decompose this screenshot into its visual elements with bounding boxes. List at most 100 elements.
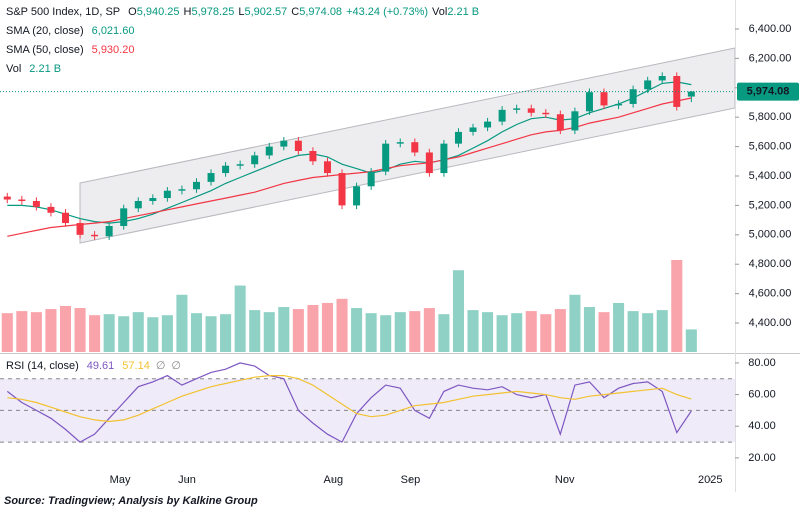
y-tick-label: 6,200.00 — [749, 52, 792, 64]
vol-key: Vol — [432, 6, 447, 18]
last-price-label: 5,974.08 — [747, 85, 790, 97]
candle-body — [47, 206, 55, 213]
volume-bar — [496, 315, 508, 352]
volume-bar — [103, 314, 115, 352]
y-tick-label: 5,400.00 — [749, 170, 792, 182]
volume-bar — [598, 312, 610, 352]
candle-body — [440, 143, 448, 174]
candle-body — [120, 208, 128, 226]
ohlc-key: C — [291, 6, 299, 18]
vol-value: 2.21 B — [29, 63, 61, 75]
volume-bar — [118, 316, 130, 352]
candle-body — [585, 92, 593, 112]
indicator-name: SMA (20, close) — [6, 25, 84, 37]
indicator-legend: SMA (20, close) 6,021.60 — [6, 25, 134, 37]
candle-body — [3, 196, 11, 200]
rsi-legend: RSI (14, close) 49.61 57.14 ∅ ∅ — [6, 360, 181, 372]
candle-body — [76, 223, 84, 235]
candle-body — [454, 131, 462, 144]
volume-bar — [234, 285, 246, 352]
candle-body — [542, 112, 550, 115]
volume-bar — [45, 309, 57, 352]
rsi-value: 57.14 — [122, 360, 150, 372]
vol-key: Vol — [6, 63, 21, 75]
candle-body — [469, 127, 477, 132]
ohlc-key: H — [184, 6, 192, 18]
volume-bar — [613, 302, 625, 352]
volume-bar — [30, 312, 42, 352]
volume-bar — [452, 270, 464, 352]
rsi-line — [7, 375, 692, 423]
volume-bar — [467, 310, 479, 352]
candle-body — [498, 109, 506, 122]
candle-body — [18, 199, 26, 201]
volume-bar — [292, 309, 304, 352]
last-price-box — [737, 82, 799, 101]
volume-bar — [525, 311, 537, 352]
candle-body — [91, 234, 99, 237]
x-tick-label: Sep — [401, 474, 421, 486]
volume-bar — [554, 309, 566, 352]
candle-body — [600, 92, 608, 106]
y-tick-label: 80.00 — [748, 357, 776, 369]
candle-body — [367, 171, 375, 187]
candle-body — [280, 140, 288, 147]
candle-body — [484, 121, 492, 128]
volume-bar — [336, 298, 348, 352]
ohlc-value: 5,902.57 — [244, 6, 287, 18]
candle-body — [309, 151, 317, 162]
volume-bar — [161, 315, 173, 352]
candle-body — [61, 212, 69, 224]
y-tick-label: 5,000.00 — [749, 229, 792, 241]
candle-body — [673, 76, 681, 107]
candle-body — [178, 189, 186, 191]
ohlc-value: 5,940.25 — [137, 6, 180, 18]
candle-body — [323, 161, 331, 174]
candle-body — [527, 108, 535, 113]
candle-body — [353, 186, 361, 206]
volume-bar — [394, 312, 406, 352]
volume-bar — [423, 308, 435, 352]
candle-body — [556, 114, 564, 131]
volume-bar — [147, 317, 159, 352]
candle-body — [396, 142, 404, 144]
x-tick-label: Aug — [324, 474, 344, 486]
volume-bar — [438, 314, 450, 352]
volume-bar — [205, 316, 217, 352]
volume-legend: Vol 2.21 B — [6, 63, 61, 75]
candle-body — [615, 103, 623, 106]
y-tick-label: 4,400.00 — [749, 317, 792, 329]
candle-body — [425, 152, 433, 174]
volume-bar — [249, 310, 261, 352]
indicator-legend: SMA (50, close) 5,930.20 — [6, 44, 134, 56]
rsi-name: RSI (14, close) — [6, 360, 79, 372]
candle-body — [294, 140, 302, 152]
y-tick-label: 20.00 — [748, 452, 776, 464]
volume-bar — [365, 313, 377, 352]
volume-bar — [409, 311, 421, 352]
volume-bar — [307, 304, 319, 352]
candle-body — [644, 80, 652, 90]
candle-body — [338, 173, 346, 206]
vol-value: 2.21 B — [447, 6, 479, 18]
candle-body — [222, 165, 230, 174]
ohlc-key: O — [128, 6, 137, 18]
x-tick-label: Nov — [555, 474, 575, 486]
rsi-extra: ∅ — [171, 360, 181, 372]
ohlc-value: 5,978.25 — [192, 6, 235, 18]
footer: Source: Tradingview; Analysis by Kalkine… — [4, 495, 258, 507]
volume-bar — [656, 310, 668, 352]
volume-bar — [321, 302, 334, 352]
y-tick-label: 6,400.00 — [749, 23, 792, 35]
ohlc-legend: S&P 500 Index, 1D, SP O5,940.25 H5,978.25 L… — [6, 6, 479, 18]
volume-bar — [671, 260, 683, 352]
candle-body — [207, 173, 215, 182]
candle-body — [658, 76, 666, 81]
x-tick-label: May — [110, 474, 131, 486]
indicator-name: SMA (50, close) — [6, 44, 84, 56]
volume-bar — [220, 314, 232, 352]
volume-bar — [16, 311, 28, 352]
rsi-extra: ∅ — [156, 360, 166, 372]
candle-body — [265, 146, 273, 156]
rsi-value: 49.61 — [87, 360, 115, 372]
